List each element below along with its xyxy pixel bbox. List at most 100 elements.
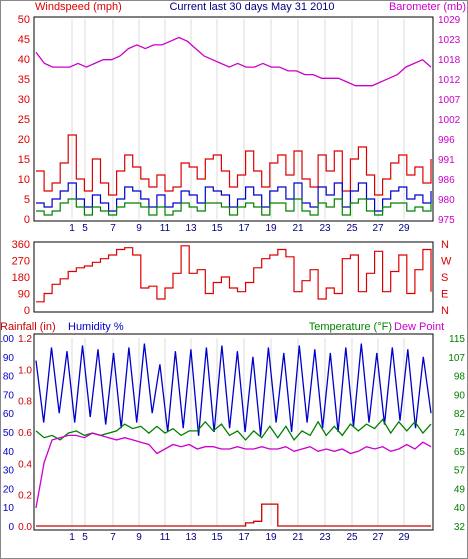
y-tick-label-windspeed: 50 [18,14,30,26]
rainfall-line [36,503,431,527]
panel-border [33,241,434,313]
y-tick-label-humidity: 20 [3,484,15,495]
humidity-axis-title: Humidity % [68,321,124,333]
x-tick-label: 17 [238,532,250,543]
y-tick-label-temperature: 32 [454,522,466,533]
x-tick-label: 29 [398,532,410,543]
y-tick-label-temperature: 74 [454,428,466,439]
y-tick-label-windspeed: 0 [24,214,30,226]
y-tick-label-windspeed: 35 [18,74,30,86]
y-tick-label-humidity: 30 [3,466,15,477]
y-tick-label-humidity: 100 [0,334,14,345]
x-tick-label: 13 [185,223,197,234]
y-tick-label-humidity: 60 [3,409,15,420]
y-tick-label-windspeed: 5 [24,194,30,206]
y-tick-label-windspeed: 10 [18,174,30,186]
y-tick-label-windspeed: 25 [18,114,30,126]
y-tick-label-barometer: 975 [438,215,455,226]
compass-label: S [441,272,448,284]
y-tick-label-rainfall: 0.6 [18,428,32,439]
y-tick-label-humidity: 10 [3,503,15,514]
x-tick-label: 25 [346,532,358,543]
x-tick-label: 19 [265,532,277,543]
x-tick-label: 17 [238,223,250,234]
x-tick-label: 27 [372,223,384,234]
y-tick-label-barometer: 986 [438,175,455,186]
x-tick-label: 19 [265,223,277,234]
compass-label: W [441,256,452,268]
x-tick-label: 27 [372,532,384,543]
x-tick-label: 13 [185,532,197,543]
windspeed-axis-title: Windspeed (mph) [35,1,122,13]
y-tick-label-humidity: 90 [3,353,15,364]
wind-direction-line [36,245,432,303]
y-tick-label-rainfall: 0.4 [18,459,32,470]
y-tick-label-rainfall: 1.2 [18,334,32,345]
wind-baro-panel: 0510152025303540455097598098699199610021… [18,14,461,234]
x-tick-label: 7 [110,532,116,543]
y-tick-label-temperature: 40 [454,503,466,514]
y-tick-label-barometer: 1029 [438,15,461,26]
y-tick-label-rainfall: 1.0 [18,365,32,376]
windspeed-gust-line [36,134,432,196]
y-tick-label-humidity: 80 [3,372,15,383]
temperature-line [35,418,432,441]
y-tick-label-windspeed: 30 [18,94,30,106]
panel-border [33,16,434,222]
barometer-line [35,36,432,87]
y-tick-label-temperature: 98 [454,372,466,383]
x-tick-label: 23 [319,532,331,543]
y-tick-label-humidity: 0 [8,522,14,533]
x-tick-label: 11 [160,532,171,543]
windspeed-low-line [36,198,432,216]
y-tick-label-temperature: 107 [448,353,465,364]
y-tick-label-temperature: 115 [449,334,465,345]
x-tick-label: 25 [346,223,358,234]
y-tick-label-humidity: 40 [3,447,15,458]
compass-label: N [441,305,449,317]
y-tick-label-temperature: 82 [454,409,466,420]
x-tick-label: 9 [136,532,142,543]
x-tick-label: 21 [292,223,304,234]
rainfall-axis-title: Rainfall (in) [0,321,56,333]
x-tick-label: 5 [82,532,88,543]
compass-label: E [441,289,448,301]
dewpoint-line [35,432,432,509]
y-tick-label-direction: 270 [12,256,30,268]
y-tick-label-direction: 180 [12,272,30,284]
temp-humidity-panel: 0 10 20 30 40 50 60 70 80 90 100 0.0 0.2 0.4 0.6 0.8 1.0… [0,333,466,543]
x-tick-label: 1 [69,223,75,234]
barometer-axis-title: Barometer (mb) [389,1,466,13]
y-tick-label-humidity: 70 [3,390,15,401]
y-tick-label-temperature: 49 [454,484,466,495]
y-tick-label-barometer: 991 [438,155,455,166]
x-tick-label: 9 [136,223,142,234]
y-tick-label-barometer: 1002 [438,115,461,126]
x-tick-label: 15 [211,223,223,234]
y-tick-label-rainfall: 0.2 [18,491,32,502]
x-tick-label: 5 [82,223,88,234]
y-tick-label-barometer: 996 [438,135,455,146]
panel-border [33,333,434,531]
chart-title: Current last 30 days May 31 2010 [169,1,334,13]
y-tick-label-temperature: 90 [454,390,466,401]
x-tick-label: 21 [292,532,304,543]
y-tick-label-barometer: 1023 [438,35,461,46]
y-tick-label-humidity: 50 [3,428,15,439]
y-tick-label-direction: 360 [12,239,30,251]
y-tick-label-direction: 90 [18,289,30,301]
x-tick-label: 7 [110,223,116,234]
y-tick-label-direction: 0 [24,305,30,317]
x-tick-label: 15 [211,532,223,543]
y-tick-label-temperature: 65 [454,447,466,458]
x-tick-label: 11 [160,223,171,234]
y-tick-label-barometer: 1007 [438,95,461,106]
y-tick-label-barometer: 1018 [438,55,461,66]
y-tick-label-windspeed: 20 [18,134,30,146]
humidity-line [35,343,432,436]
y-tick-label-barometer: 1012 [438,75,461,86]
y-tick-label-windspeed: 45 [18,34,30,46]
